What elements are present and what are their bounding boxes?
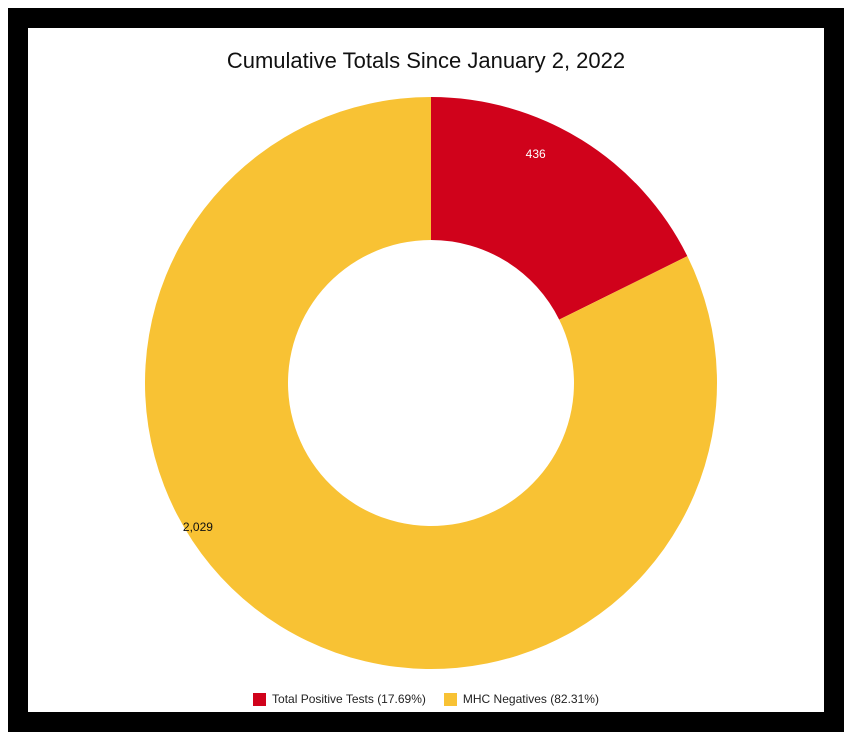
chart-panel: Cumulative Totals Since January 2, 2022 …: [28, 28, 824, 712]
donut-chart: 436 2,029: [145, 96, 718, 669]
donut-slice-1[interactable]: [145, 96, 718, 669]
donut-value-label-0: 436: [526, 147, 546, 161]
legend-swatch-negatives: [443, 692, 457, 706]
donut-slice-0[interactable]: [431, 97, 688, 320]
legend-item-positive[interactable]: Total Positive Tests (17.69%): [253, 692, 426, 706]
legend-swatch-positive: [253, 692, 267, 706]
legend-item-negatives[interactable]: MHC Negatives (82.31%): [443, 692, 599, 706]
chart-frame: Cumulative Totals Since January 2, 2022 …: [8, 8, 844, 732]
chart-legend: Total Positive Tests (17.69%) MHC Negati…: [28, 692, 824, 706]
chart-title: Cumulative Totals Since January 2, 2022: [226, 48, 626, 73]
donut-value-label-1: 2,029: [183, 520, 213, 534]
legend-label-negatives: MHC Negatives (82.31%): [462, 692, 599, 706]
legend-label-positive: Total Positive Tests (17.69%): [272, 692, 426, 706]
